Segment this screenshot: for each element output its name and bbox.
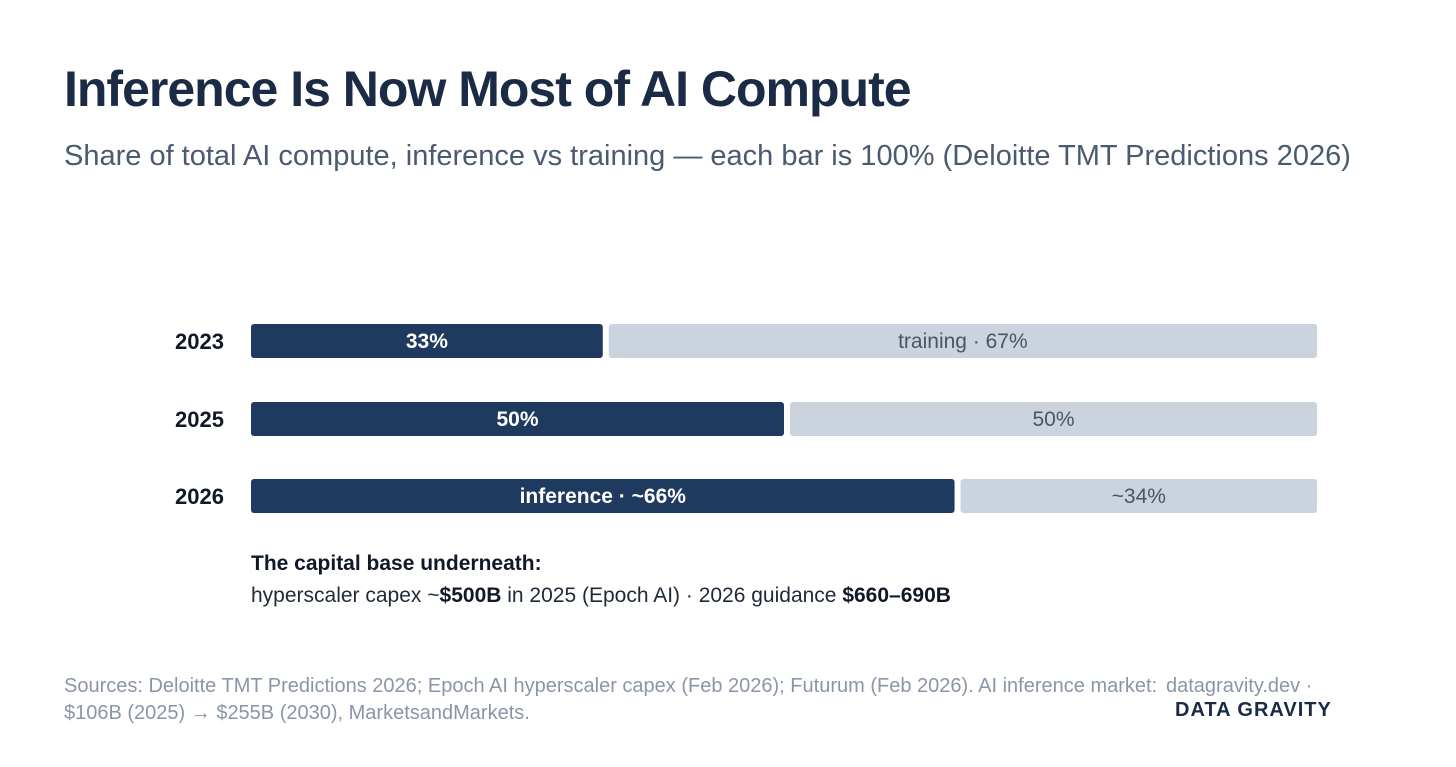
data-label-training-2025: 50%: [1032, 408, 1074, 431]
bar-inference-2025: [251, 402, 784, 436]
data-label-inference-2023: 33%: [406, 330, 448, 353]
data-label-inference-2026: inference · ~66%: [520, 485, 687, 508]
brand-site: datagravity.dev ·: [1166, 675, 1313, 697]
data-label-training-2026: ~34%: [1112, 485, 1166, 508]
bar-inference-2026: [251, 479, 955, 513]
year-label-2025: 2025: [175, 407, 224, 432]
year-label-2026: 2026: [175, 484, 224, 509]
bar-training-2023: [608, 324, 1317, 358]
chart-title: Inference Is Now Most of AI Compute: [64, 61, 912, 117]
capital-middle: in 2025 (Epoch AI) · 2026 guidance: [501, 584, 843, 607]
guidance-2026: $660–690B: [842, 584, 951, 607]
sources-note: Sources: Deloitte TMT Predictions 2026; …: [64, 675, 1158, 724]
data-label-training-2023: training · 67%: [898, 330, 1028, 353]
chart-subtitle: Share of total AI compute, inference vs …: [64, 140, 1351, 172]
bar-training-2026: [960, 479, 1317, 513]
capital-heading: The capital base underneath:: [251, 552, 542, 575]
year-label-2023: 2023: [175, 329, 224, 354]
capital-line: hyperscaler capex ~$500B in 2025 (Epoch …: [251, 584, 951, 608]
data-label-inference-2025: 50%: [496, 408, 538, 431]
capital-prefix: hyperscaler capex ~: [251, 584, 440, 607]
bar-inference-2023: [251, 324, 603, 358]
bar-training-2025: [790, 402, 1317, 436]
brand-name: DATA GRAVITY: [1175, 699, 1332, 721]
capex-2025: $500B: [439, 584, 502, 607]
